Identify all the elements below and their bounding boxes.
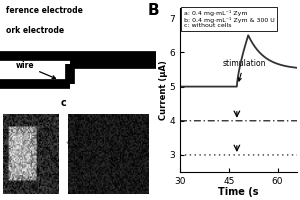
Text: ork electrode: ork electrode: [6, 26, 64, 35]
Text: ference electrode: ference electrode: [6, 6, 83, 15]
Text: a: 0.4 mg·mL⁻¹ Zym
b: 0.4 mg·mL⁻¹ Zym & 300 U
c: without cells: a: 0.4 mg·mL⁻¹ Zym b: 0.4 mg·mL⁻¹ Zym & …: [184, 10, 274, 28]
Text: wire: wire: [16, 61, 56, 79]
Y-axis label: Current (μA): Current (μA): [159, 60, 168, 120]
Text: c: c: [61, 98, 67, 108]
Text: stimulation: stimulation: [222, 59, 266, 81]
Text: B: B: [147, 3, 159, 18]
X-axis label: Time (s: Time (s: [218, 187, 259, 197]
